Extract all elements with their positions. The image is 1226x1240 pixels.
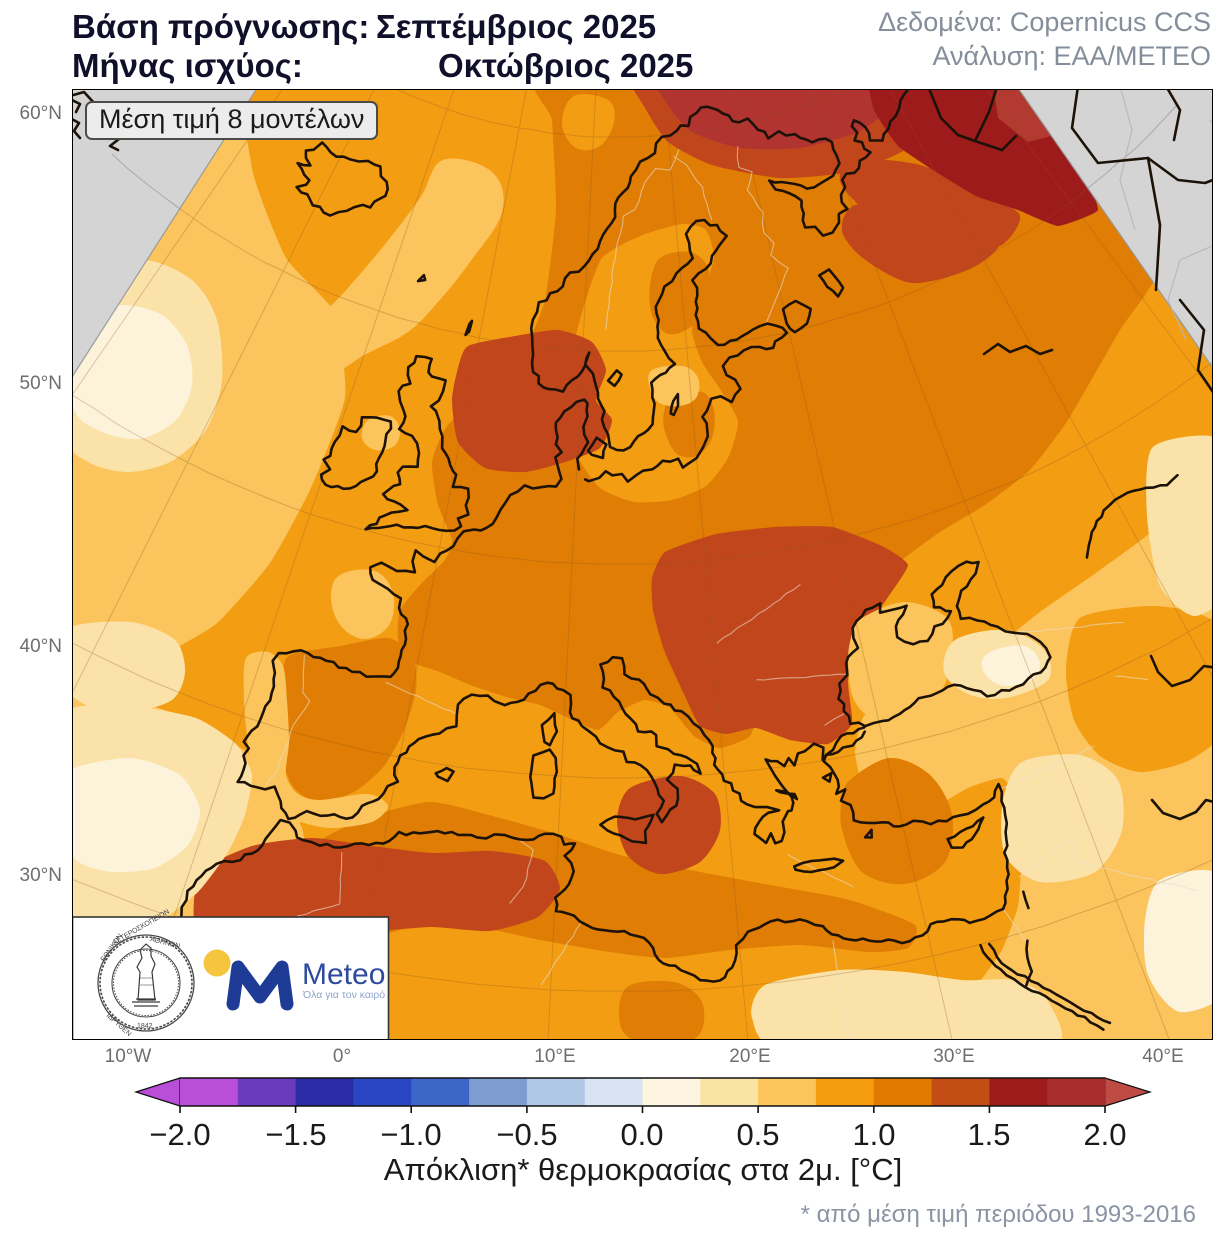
svg-text:Όλα για τον καιρό: Όλα για τον καιρό bbox=[302, 989, 385, 1001]
svg-text:Meteo: Meteo bbox=[302, 958, 385, 991]
svg-text:1842: 1842 bbox=[137, 1023, 153, 1030]
